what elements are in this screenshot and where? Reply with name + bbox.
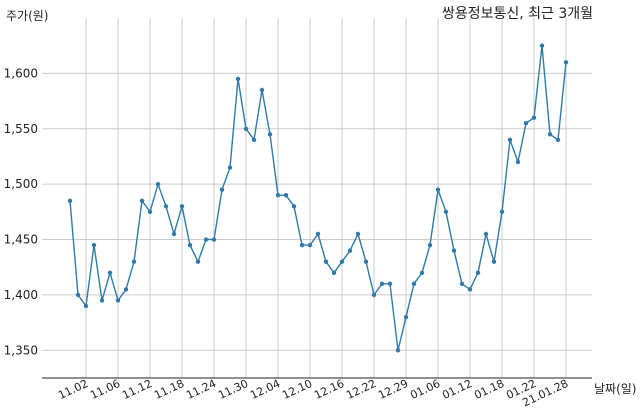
data-point: [171, 231, 177, 237]
data-point: [507, 137, 513, 143]
data-point: [355, 231, 361, 237]
y-tick-label: 1,600: [4, 66, 38, 80]
y-axis-label: 주가(원): [6, 9, 48, 23]
data-point: [267, 132, 273, 137]
data-point: [83, 303, 89, 309]
data-point: [363, 259, 369, 264]
x-tick-label: 01.18: [472, 377, 506, 402]
data-point: [315, 231, 321, 237]
data-point: [547, 132, 553, 137]
data-point: [235, 76, 241, 82]
x-tick-label: 12.29: [376, 377, 410, 402]
data-point: [259, 87, 265, 93]
x-tick-label: 12.10: [280, 377, 314, 402]
data-point: [379, 281, 385, 287]
data-point: [403, 314, 409, 320]
data-point: [531, 115, 537, 120]
data-point: [163, 204, 169, 209]
data-point: [195, 259, 201, 264]
data-point: [499, 209, 505, 215]
x-tick-label: 12.22: [344, 377, 378, 402]
data-point: [299, 242, 305, 248]
data-point: [243, 126, 249, 131]
data-point: [211, 237, 217, 242]
y-tick-label: 1,450: [4, 233, 38, 247]
data-point: [483, 231, 489, 237]
data-point: [331, 270, 337, 275]
data-point: [395, 348, 401, 353]
data-point: [419, 270, 425, 275]
data-point: [283, 193, 289, 198]
data-point: [187, 242, 193, 248]
data-point: [435, 187, 441, 192]
data-point: [275, 193, 281, 198]
data-point: [139, 198, 145, 203]
data-point: [67, 198, 73, 203]
data-point: [523, 121, 529, 126]
x-tick-label: 01.06: [408, 377, 442, 402]
data-point: [123, 287, 129, 292]
horizontal-gridlines: [42, 72, 592, 351]
x-tick-label: 11.18: [152, 377, 186, 402]
data-point: [427, 242, 433, 248]
data-point: [131, 259, 137, 264]
x-tick-labels: 11.0211.0611.1211.1811.2411.3012.0412.10…: [56, 377, 570, 409]
data-point: [147, 209, 153, 215]
price-data-points: [67, 43, 569, 353]
data-point: [291, 204, 297, 209]
data-point: [219, 187, 225, 192]
data-point: [451, 248, 457, 253]
data-point: [555, 137, 561, 143]
data-point: [459, 281, 465, 287]
data-point: [387, 281, 393, 287]
data-point: [203, 237, 209, 242]
data-point: [443, 209, 449, 215]
data-point: [323, 259, 329, 264]
data-point: [539, 43, 545, 48]
data-point: [563, 60, 569, 65]
data-point: [347, 248, 353, 253]
data-point: [339, 259, 345, 264]
data-point: [75, 292, 81, 298]
x-tick-label: 11.06: [88, 377, 122, 402]
data-point: [227, 165, 233, 170]
data-point: [515, 159, 521, 165]
data-point: [155, 181, 161, 187]
x-tick-label: 11.30: [216, 377, 250, 402]
x-tick-label: 12.16: [312, 377, 346, 402]
y-tick-label: 1,350: [4, 343, 38, 357]
x-tick-label: 11.12: [120, 377, 154, 402]
data-point: [467, 287, 473, 292]
data-point: [371, 292, 377, 298]
chart-title: 쌍용정보통신, 최근 3개월: [442, 6, 593, 22]
x-tick-label: 11.24: [184, 377, 218, 402]
vertical-gridlines: [85, 18, 567, 378]
data-point: [115, 298, 121, 303]
data-point: [107, 270, 113, 275]
x-tick-label: 11.02: [56, 377, 90, 402]
x-axis-label: 날짜(일): [594, 382, 636, 396]
data-point: [475, 270, 481, 275]
price-series-line: [69, 45, 567, 351]
data-point: [411, 281, 417, 287]
data-point: [491, 259, 497, 264]
data-point: [307, 242, 313, 248]
y-tick-label: 1,400: [4, 288, 38, 302]
data-point: [251, 137, 257, 143]
data-point: [179, 204, 185, 209]
y-tick-label: 1,500: [4, 177, 38, 191]
x-tick-label: 12.04: [248, 377, 282, 402]
y-tick-label: 1,550: [4, 122, 38, 136]
data-point: [91, 242, 97, 248]
data-point: [99, 298, 105, 303]
x-tick-label: 01.12: [440, 377, 474, 402]
y-tick-labels: 1,350 1,400 1,450 1,500 1,550 1,600: [4, 66, 38, 357]
